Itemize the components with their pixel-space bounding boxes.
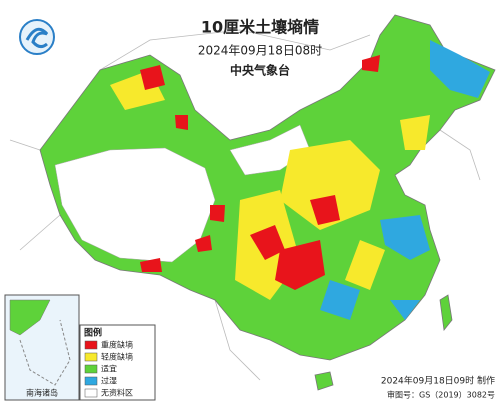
review-number: 审图号：GS（2019）3082号	[387, 390, 495, 400]
map-time: 2024年09月18日08时	[198, 44, 322, 58]
light-drought-areas	[110, 70, 430, 300]
map-title: 10厘米土壤墒情	[201, 18, 319, 37]
legend-label: 无资料区	[101, 388, 133, 398]
legend-swatch	[84, 340, 98, 350]
legend-swatch	[84, 364, 98, 374]
inset-label: 南海诸岛	[26, 388, 58, 398]
made-time: 2024年09月18日09时 制作	[381, 375, 495, 387]
legend-title: 图例	[84, 327, 102, 339]
inset-boundary	[19, 319, 71, 386]
legend-label: 轻度缺墒	[101, 352, 133, 362]
neighbor-borders	[9, 29, 481, 381]
inset: 南海诸岛	[4, 294, 80, 401]
legend-frame	[79, 324, 156, 401]
legend-label: 过湿	[101, 376, 117, 386]
legend-label: 重度缺墒	[101, 340, 133, 350]
legend-swatch	[84, 352, 98, 362]
inset-land	[9, 299, 51, 336]
issuer: 中央气象台	[230, 63, 290, 78]
legend-swatch	[84, 376, 98, 386]
taiwan	[439, 294, 453, 331]
hainan	[314, 371, 334, 391]
severe-drought-areas	[140, 55, 380, 290]
legend-label: 适宜	[101, 364, 117, 374]
china-map	[39, 14, 496, 391]
legend-swatch	[84, 388, 98, 398]
logo	[19, 19, 55, 55]
